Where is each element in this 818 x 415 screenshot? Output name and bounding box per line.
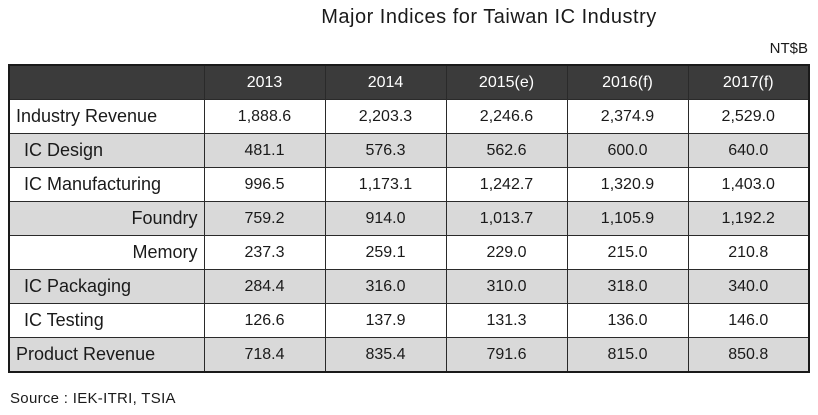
table-cell: 640.0: [687, 133, 810, 168]
table-cell: 1,013.7: [445, 201, 568, 236]
row-label: Memory: [8, 235, 205, 270]
table-cell: 136.0: [566, 303, 689, 338]
table-cell: 2,529.0: [687, 99, 810, 134]
column-header: 2016(f): [566, 64, 689, 100]
column-header: 2017(f): [687, 64, 810, 100]
table-cell: 1,888.6: [203, 99, 326, 134]
table-row: Foundry 759.2 914.0 1,013.7 1,105.9 1,192.2: [8, 201, 810, 236]
table-cell: 1,242.7: [445, 167, 568, 202]
table-row: Product Revenue 718.4 835.4 791.6 815.0 850.8: [8, 337, 810, 373]
table-cell: 1,403.0: [687, 167, 810, 202]
header-row: 2013 2014 2015(e) 2016(f) 2017(f): [8, 64, 810, 100]
table-cell: 600.0: [566, 133, 689, 168]
table-cell: 815.0: [566, 337, 689, 373]
table-cell: 229.0: [445, 235, 568, 270]
chart-title: Major Indices for Taiwan IC Industry: [321, 6, 657, 28]
row-label: IC Packaging: [8, 269, 205, 304]
row-label: IC Manufacturing: [8, 167, 205, 202]
table-cell: 850.8: [687, 337, 810, 373]
table-cell: 759.2: [203, 201, 326, 236]
table-cell: 318.0: [566, 269, 689, 304]
table-cell: 210.8: [687, 235, 810, 270]
column-header: 2014: [324, 64, 447, 100]
column-header: 2015(e): [445, 64, 568, 100]
table-cell: 576.3: [324, 133, 447, 168]
table-cell: 914.0: [324, 201, 447, 236]
table-cell: 2,246.6: [445, 99, 568, 134]
table-cell: 835.4: [324, 337, 447, 373]
table-cell: 2,203.3: [324, 99, 447, 134]
table-cell: 146.0: [687, 303, 810, 338]
row-label: Product Revenue: [8, 337, 205, 373]
unit-label: NT$B: [769, 40, 808, 57]
table-row: IC Packaging 284.4 316.0 310.0 318.0 340.0: [8, 269, 810, 304]
table-row: IC Testing 126.6 137.9 131.3 136.0 146.0: [8, 303, 810, 338]
column-header: 2013: [203, 64, 326, 100]
table-cell: 259.1: [324, 235, 447, 270]
table-cell: 1,105.9: [566, 201, 689, 236]
table-cell: 310.0: [445, 269, 568, 304]
table-cell: 237.3: [203, 235, 326, 270]
table-row: IC Design 481.1 576.3 562.6 600.0 640.0: [8, 133, 810, 168]
table-cell: 1,173.1: [324, 167, 447, 202]
table-cell: 1,320.9: [566, 167, 689, 202]
table-cell: 562.6: [445, 133, 568, 168]
table-cell: 481.1: [203, 133, 326, 168]
indices-table: 2013 2014 2015(e) 2016(f) 2017(f) Indust…: [8, 64, 810, 373]
table-cell: 340.0: [687, 269, 810, 304]
row-label: Industry Revenue: [8, 99, 205, 134]
table-cell: 791.6: [445, 337, 568, 373]
source-note: Source : IEK-ITRI, TSIA: [10, 390, 176, 407]
table-cell: 1,192.2: [687, 201, 810, 236]
table-cell: 126.6: [203, 303, 326, 338]
table-cell: 996.5: [203, 167, 326, 202]
table-cell: 131.3: [445, 303, 568, 338]
row-label: IC Testing: [8, 303, 205, 338]
header-corner-cell: [8, 64, 205, 100]
table-cell: 215.0: [566, 235, 689, 270]
table-cell: 284.4: [203, 269, 326, 304]
row-label: IC Design: [8, 133, 205, 168]
table-row: Memory 237.3 259.1 229.0 215.0 210.8: [8, 235, 810, 270]
row-label: Foundry: [8, 201, 205, 236]
table-cell: 316.0: [324, 269, 447, 304]
table-cell: 2,374.9: [566, 99, 689, 134]
table-cell: 718.4: [203, 337, 326, 373]
table-cell: 137.9: [324, 303, 447, 338]
table-row: Industry Revenue 1,888.6 2,203.3 2,246.6 2,3…: [8, 99, 810, 134]
table-row: IC Manufacturing 996.5 1,173.1 1,242.7 1,320…: [8, 167, 810, 202]
